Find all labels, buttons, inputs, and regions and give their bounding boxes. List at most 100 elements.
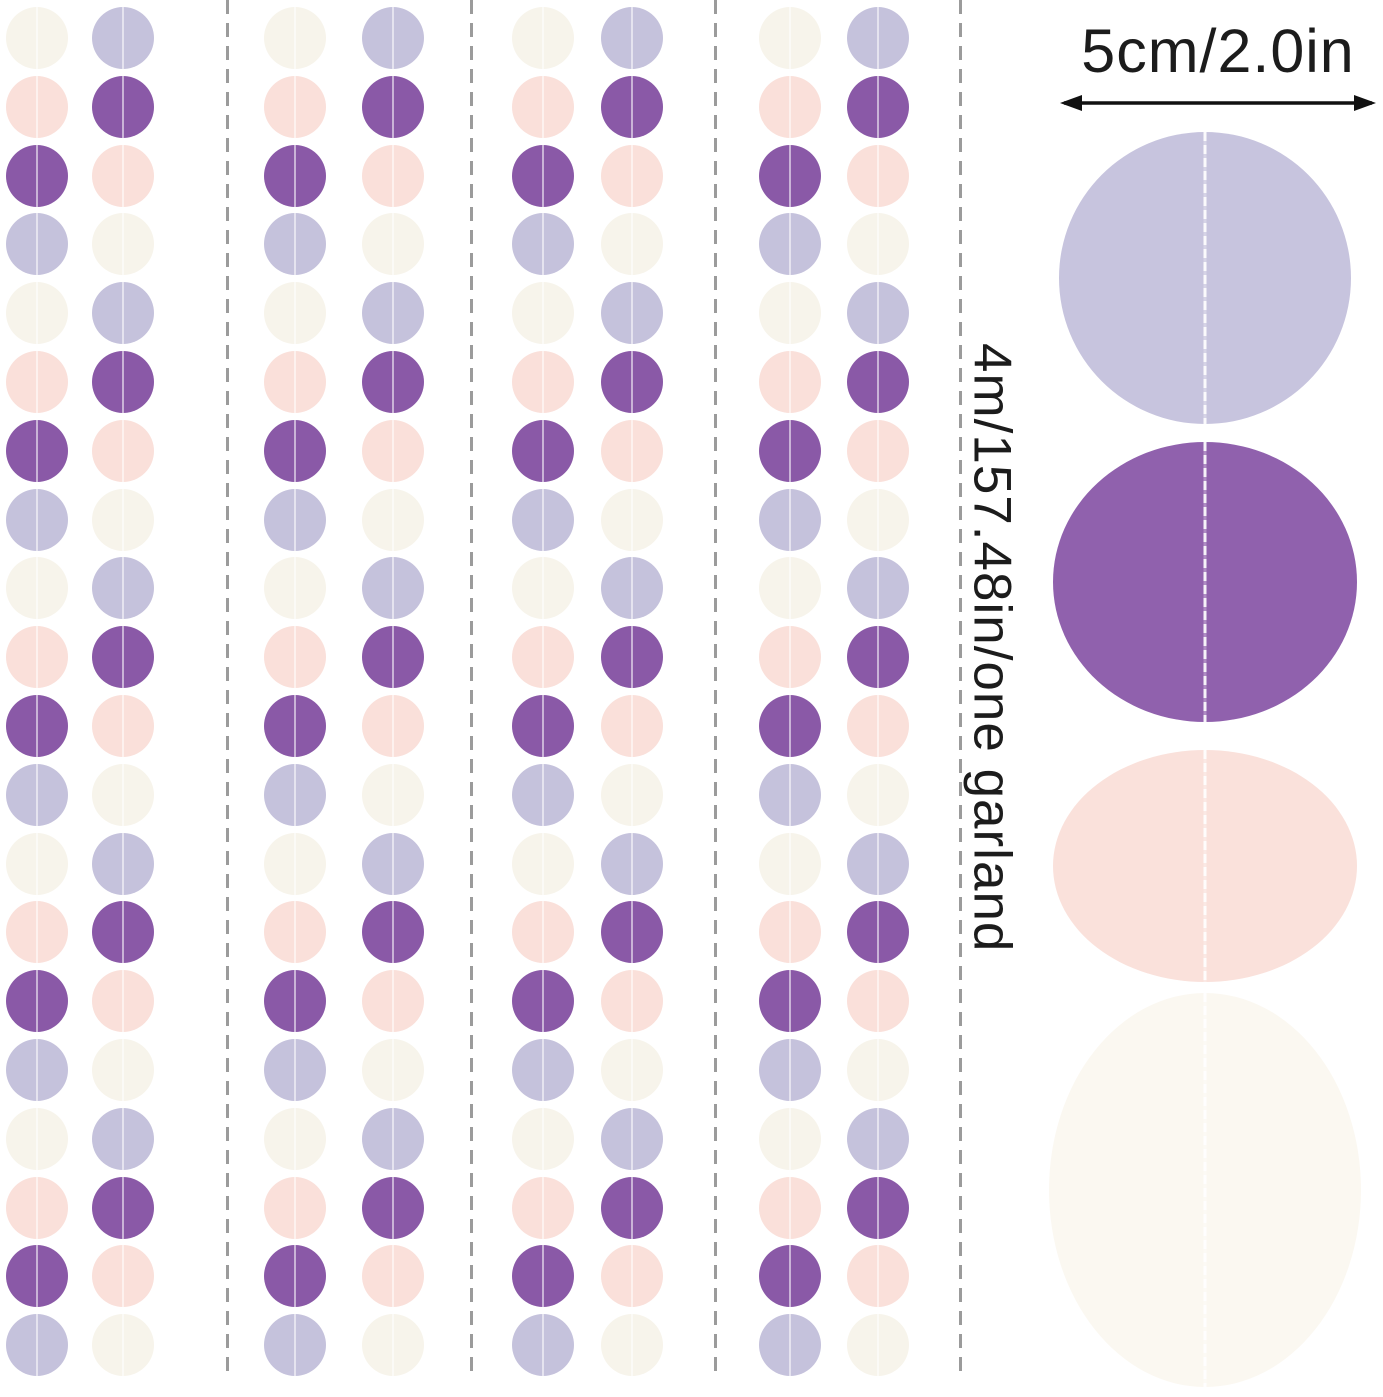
garland-dot — [92, 970, 154, 1033]
garland-dot — [6, 144, 68, 207]
garland-dot — [759, 1245, 821, 1308]
garland-dot — [362, 970, 424, 1033]
garland-dot — [264, 1245, 326, 1308]
garland-dot — [759, 1176, 821, 1239]
garland-dot — [601, 1314, 663, 1377]
cut-line — [225, 0, 229, 1377]
garland-dot — [512, 626, 574, 689]
garland-dot — [847, 763, 909, 826]
garland-dot — [362, 144, 424, 207]
garland-dot — [847, 626, 909, 689]
garland-dot — [92, 557, 154, 620]
garland-dot — [92, 1245, 154, 1308]
garland-dot — [512, 7, 574, 69]
garland-dot — [601, 419, 663, 482]
garland-dot — [512, 970, 574, 1033]
garland-dot — [847, 213, 909, 276]
garland-dot — [92, 901, 154, 964]
garland-dot — [512, 144, 574, 207]
garland-dot — [92, 1107, 154, 1170]
garland-dot — [759, 1039, 821, 1101]
garland-dot — [601, 75, 663, 138]
garland-dot — [362, 901, 424, 964]
garland-dot — [92, 144, 154, 207]
garland-dot — [759, 282, 821, 345]
garland-dot — [512, 1245, 574, 1308]
garland-dot — [264, 1107, 326, 1170]
garland-dot — [601, 1107, 663, 1170]
sample-circle — [1053, 750, 1357, 982]
garland-dot — [362, 7, 424, 69]
garland-dot — [601, 144, 663, 207]
garland-dot — [847, 1107, 909, 1170]
garland-dot — [512, 488, 574, 551]
garland-dot — [362, 763, 424, 826]
garland-dot — [759, 75, 821, 138]
garland-dot — [601, 1039, 663, 1101]
garland-dot — [264, 282, 326, 345]
garland-dot — [512, 282, 574, 345]
garland-dot — [264, 1176, 326, 1239]
garland-dot — [92, 75, 154, 138]
garland-dot — [601, 1176, 663, 1239]
garland-dot — [847, 351, 909, 413]
stitch-thread — [1203, 993, 1207, 1387]
garland-dot — [264, 695, 326, 757]
garland-dot — [759, 970, 821, 1033]
garland-dot — [512, 1314, 574, 1377]
garland-dot — [512, 1107, 574, 1170]
garland-dot — [759, 1314, 821, 1377]
garland-dot — [759, 351, 821, 413]
garland-dot — [512, 832, 574, 895]
garland-dot — [601, 901, 663, 964]
garland-dot — [92, 1176, 154, 1239]
garland-dot — [6, 695, 68, 757]
garland-dot — [512, 75, 574, 138]
garland-dot — [264, 488, 326, 551]
garland-dot — [362, 351, 424, 413]
garland-dot — [6, 282, 68, 345]
garland-dot — [362, 282, 424, 345]
garland-dot — [759, 626, 821, 689]
garland-dot — [362, 832, 424, 895]
garland-dot — [6, 1245, 68, 1308]
garland-dot — [264, 557, 326, 620]
garland-dot — [264, 832, 326, 895]
garland-dot — [264, 351, 326, 413]
garland-dot — [512, 1039, 574, 1101]
garland-dot — [759, 144, 821, 207]
sample-circle — [1053, 442, 1357, 722]
width-arrow-icon — [1060, 95, 1376, 111]
garland-dot — [601, 557, 663, 620]
garland-dot — [6, 1314, 68, 1377]
garland-dot — [847, 7, 909, 69]
garland-dot — [6, 7, 68, 69]
garland-dot — [759, 213, 821, 276]
garland-dot — [601, 7, 663, 69]
garland-dot — [601, 695, 663, 757]
garland-dot — [759, 763, 821, 826]
size-label: 5cm/2.0in — [1081, 17, 1355, 85]
garland-dot — [362, 1039, 424, 1101]
garland-dot — [92, 1039, 154, 1101]
garland-dot — [601, 832, 663, 895]
stitch-thread — [1203, 750, 1207, 982]
garland-dot — [92, 626, 154, 689]
garland-dot — [6, 213, 68, 276]
garland-dot — [92, 488, 154, 551]
garland-dot — [92, 7, 154, 69]
garland-dot — [92, 419, 154, 482]
garland-dot — [759, 832, 821, 895]
garland-dot — [847, 901, 909, 964]
garland-dot — [6, 351, 68, 413]
garland-dot — [512, 351, 574, 413]
garland-dot — [6, 488, 68, 551]
garland-dot — [362, 557, 424, 620]
garland-dot — [847, 970, 909, 1033]
garland-dot — [362, 213, 424, 276]
garland-dot — [362, 626, 424, 689]
garland-dot — [264, 763, 326, 826]
garland-dot — [759, 419, 821, 482]
cut-line — [469, 0, 473, 1377]
